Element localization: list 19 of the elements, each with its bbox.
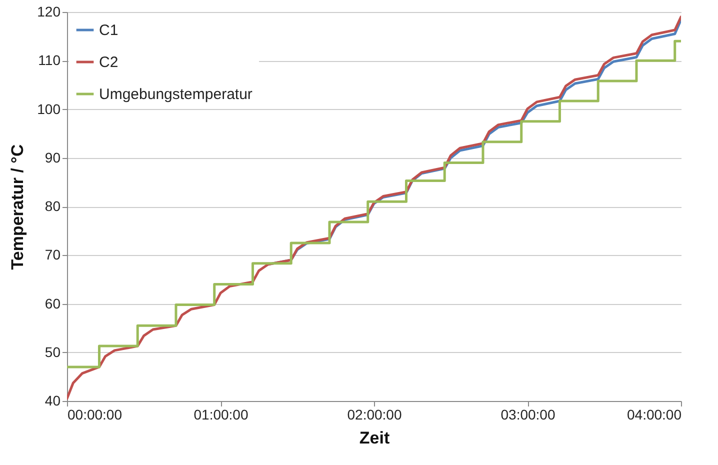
y-tick-label: 60	[44, 295, 61, 312]
legend-label: C1	[99, 22, 118, 39]
legend-label: Umgebungstemperatur	[99, 86, 252, 103]
y-axis-title: Temperatur / °C	[8, 144, 28, 270]
y-tick-label: 90	[44, 149, 61, 166]
y-tick-label: 120	[37, 4, 61, 20]
x-tick-label: 03:00:00	[500, 406, 556, 422]
x-tick-label: 02:00:00	[347, 406, 402, 422]
x-tick-label: 01:00:00	[194, 406, 248, 422]
y-tick-label: 110	[38, 52, 61, 68]
x-tick-label: 04:00:00	[627, 406, 682, 422]
y-tick-label: 80	[44, 198, 61, 214]
y-tick-label: 100	[37, 100, 61, 117]
y-tick-label: 40	[44, 392, 61, 408]
x-axis-title: Zeit	[359, 428, 390, 448]
y-tick-label: 50	[44, 344, 61, 360]
legend-label: C2	[99, 54, 118, 71]
y-tick-label: 70	[44, 246, 61, 263]
x-tick-label: 00:00:00	[68, 406, 122, 422]
